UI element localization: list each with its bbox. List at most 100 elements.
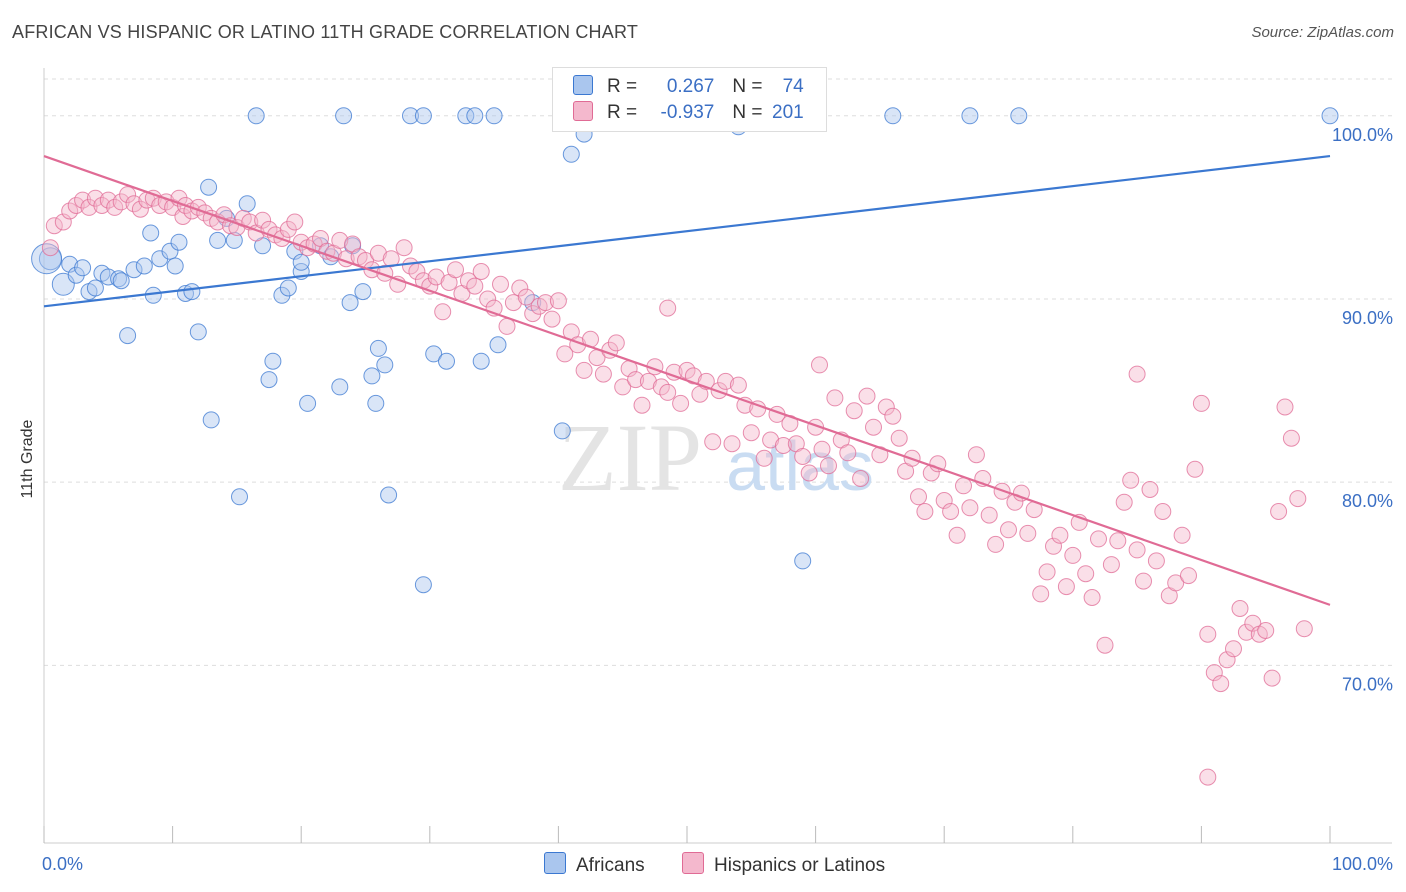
hispanics-point	[1128, 541, 1146, 559]
hispanics-point	[1199, 768, 1217, 786]
hispanics-point	[774, 437, 792, 454]
x-tick-label: 100.0%	[1332, 854, 1393, 874]
africans-point	[135, 257, 153, 275]
chart-title: AFRICAN VS HISPANIC OR LATINO 11TH GRADE…	[12, 22, 639, 42]
africans-point	[553, 422, 571, 440]
africans-point	[74, 259, 92, 277]
hispanics-point	[174, 208, 192, 225]
hispanics-point	[498, 317, 516, 335]
hispanics-point	[504, 294, 522, 312]
africans-point	[562, 145, 580, 163]
legend-label-hispanics: Hispanics or Latinos	[714, 855, 886, 876]
hispanics-point	[543, 310, 561, 328]
hispanics-point	[826, 389, 844, 407]
hispanics-point	[549, 292, 567, 310]
africans-point	[61, 255, 79, 273]
hispanics-point	[472, 263, 490, 280]
series-legend: Africans Hispanics or Latinos	[0, 852, 1406, 878]
africans-point	[376, 356, 394, 374]
hispanics-point	[1045, 537, 1062, 555]
hispanics-point	[1051, 526, 1069, 544]
hispanics-point	[1122, 471, 1140, 489]
africans-point	[884, 107, 902, 125]
hispanics-point	[935, 492, 953, 509]
hispanics-point	[99, 191, 117, 209]
y-axis-label: 11th Grade	[19, 419, 36, 499]
hispanics-point	[1115, 493, 1133, 511]
hispanics-point	[890, 429, 908, 447]
hispanics-point	[1244, 614, 1262, 632]
hispanics-point	[1057, 578, 1075, 596]
hispanics-point	[86, 189, 104, 207]
hispanics-point	[1199, 625, 1217, 643]
hispanics-point	[910, 488, 927, 506]
hispanics-point	[1109, 532, 1127, 550]
africans-point	[170, 233, 188, 251]
africans-point	[264, 352, 282, 370]
hispanics-point	[1064, 546, 1082, 564]
africans-point	[144, 286, 162, 304]
hispanics-point	[659, 299, 677, 317]
hispanics-point	[61, 202, 79, 220]
hispanics-point	[1173, 526, 1191, 544]
africans-point	[354, 283, 372, 301]
hispanics-point	[1083, 589, 1101, 606]
hispanics-point	[1237, 623, 1255, 641]
hispanics-point	[607, 334, 625, 352]
legend-label-africans: Africans	[576, 855, 645, 876]
africans-point	[189, 323, 207, 341]
stats-legend-row-africans: R = 0.267 N = 74	[573, 75, 804, 101]
africans-point	[202, 411, 220, 429]
hispanics-point	[839, 444, 857, 462]
africans-point	[99, 268, 117, 286]
hispanics-point	[1012, 484, 1030, 502]
stats-legend-row-hispanics: R = -0.937 N = 201	[573, 101, 804, 127]
africans-point	[1321, 107, 1339, 125]
hispanics-point	[228, 219, 246, 236]
hispanics-point	[1270, 503, 1288, 520]
hispanics-point	[717, 372, 735, 390]
n-label: N =	[732, 102, 768, 123]
hispanics-point	[852, 470, 870, 487]
africans-point	[279, 279, 297, 297]
hispanics-point	[980, 506, 998, 524]
hispanics-point	[106, 198, 124, 216]
africans-swatch	[573, 75, 593, 95]
hispanics-point	[537, 294, 554, 312]
africans-point	[209, 231, 227, 249]
africans-point	[367, 394, 385, 412]
africans-point	[231, 488, 248, 506]
axis-layer	[43, 68, 1392, 844]
hispanics-point	[1282, 429, 1300, 447]
hispanics-point	[1167, 574, 1185, 592]
legend-swatch-africans	[544, 852, 566, 874]
hispanics-point	[884, 407, 902, 425]
hispanics-point	[742, 424, 760, 442]
legend-item-africans[interactable]: Africans	[544, 852, 645, 877]
africans-point	[1010, 107, 1028, 125]
africans-point	[335, 107, 353, 125]
hispanics-point	[575, 361, 593, 379]
africans-point	[260, 371, 278, 389]
africans-point	[299, 394, 317, 412]
hispanics-point	[1205, 664, 1223, 682]
y-tick-label: 70.0%	[1342, 674, 1393, 694]
hispanics-point	[1096, 636, 1114, 654]
hispanics-point	[942, 503, 960, 520]
hispanics-point	[723, 435, 741, 453]
hispanics-point	[45, 217, 63, 235]
hispanics-point	[254, 211, 272, 229]
y-tick-label: 100.0%	[1332, 125, 1393, 145]
hispanics-point	[286, 213, 304, 231]
africans-trend-line	[43, 154, 1331, 308]
hispanics-point	[794, 448, 812, 465]
hispanics-point	[865, 418, 882, 436]
legend-item-hispanics[interactable]: Hispanics or Latinos	[682, 852, 885, 877]
n-label: N =	[732, 76, 768, 97]
africans-point	[238, 195, 256, 213]
hispanics-point	[1225, 640, 1242, 658]
africans-point	[110, 270, 128, 288]
hispanics-trend-line	[43, 155, 1331, 606]
hispanics-point	[1102, 556, 1120, 574]
